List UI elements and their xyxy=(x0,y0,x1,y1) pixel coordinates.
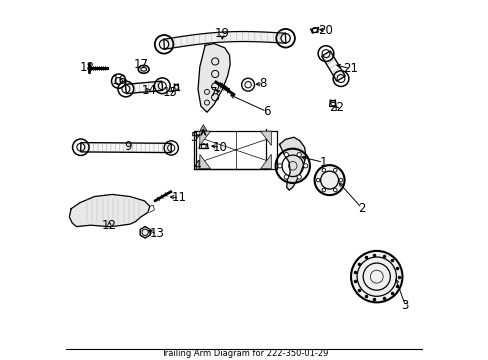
Text: 18: 18 xyxy=(80,62,95,75)
Text: 9: 9 xyxy=(124,140,132,153)
Text: 6: 6 xyxy=(263,105,270,118)
Text: 21: 21 xyxy=(342,62,357,75)
Circle shape xyxy=(303,164,307,168)
Circle shape xyxy=(296,175,301,179)
Text: 22: 22 xyxy=(328,102,344,114)
Circle shape xyxy=(350,251,402,302)
Polygon shape xyxy=(200,125,206,131)
Text: 16: 16 xyxy=(111,74,126,87)
Polygon shape xyxy=(81,143,171,153)
Text: 8: 8 xyxy=(259,77,266,90)
Text: 11: 11 xyxy=(172,192,186,204)
Polygon shape xyxy=(200,131,210,145)
Polygon shape xyxy=(69,194,149,226)
Polygon shape xyxy=(125,81,163,94)
Circle shape xyxy=(339,178,342,182)
Text: 19: 19 xyxy=(214,27,229,40)
Polygon shape xyxy=(200,154,210,169)
Text: 2: 2 xyxy=(357,202,365,215)
Circle shape xyxy=(284,153,288,157)
Text: 15: 15 xyxy=(163,86,178,99)
Circle shape xyxy=(316,178,319,182)
Circle shape xyxy=(322,168,325,172)
Polygon shape xyxy=(260,131,271,145)
Text: Trailing Arm Diagram for 222-350-01-29: Trailing Arm Diagram for 222-350-01-29 xyxy=(161,349,327,358)
Circle shape xyxy=(277,164,282,168)
Circle shape xyxy=(284,175,288,179)
Text: 10: 10 xyxy=(212,141,227,154)
Text: 14: 14 xyxy=(141,84,156,97)
Text: 17: 17 xyxy=(133,58,148,71)
Polygon shape xyxy=(279,137,305,190)
Polygon shape xyxy=(163,32,285,49)
Text: 5: 5 xyxy=(190,131,197,144)
Text: 13: 13 xyxy=(149,227,164,240)
Text: 20: 20 xyxy=(318,23,333,36)
Polygon shape xyxy=(198,44,230,112)
Circle shape xyxy=(333,188,336,192)
Polygon shape xyxy=(260,154,271,169)
Text: 3: 3 xyxy=(401,299,408,312)
Circle shape xyxy=(333,168,336,172)
Polygon shape xyxy=(321,51,345,81)
Text: 4: 4 xyxy=(193,159,201,172)
Text: 12: 12 xyxy=(102,219,117,233)
Circle shape xyxy=(314,165,344,195)
Polygon shape xyxy=(140,226,150,238)
Circle shape xyxy=(322,188,325,192)
Circle shape xyxy=(296,153,301,157)
Text: 1: 1 xyxy=(319,156,326,169)
Text: 7: 7 xyxy=(210,86,218,99)
